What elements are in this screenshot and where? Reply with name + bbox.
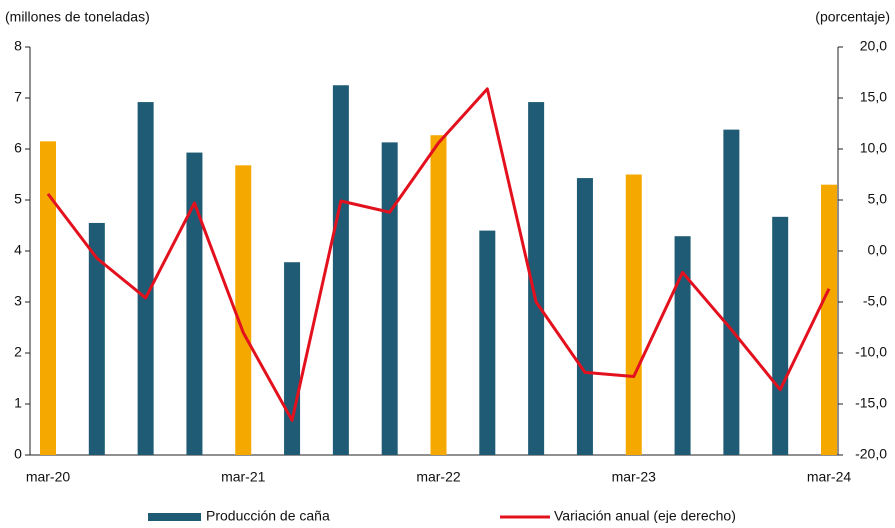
y-tick-label: 0 — [14, 446, 22, 462]
bar — [430, 135, 447, 456]
x-tick-label: mar-22 — [416, 469, 461, 485]
bar — [186, 152, 203, 455]
y2-tick-label: -5,0 — [863, 293, 887, 309]
x-tick-label: mar-23 — [612, 469, 657, 485]
y-tick-label: 1 — [14, 395, 22, 411]
bar — [821, 184, 837, 455]
bar — [674, 236, 691, 455]
x-tick-label: mar-24 — [807, 469, 852, 485]
y2-tick-label: 15,0 — [860, 89, 887, 105]
y-axis-title: (millones de toneladas) — [5, 9, 150, 25]
legend-label: Variación anual (eje derecho) — [554, 508, 736, 523]
y2-tick-label: 10,0 — [860, 140, 887, 156]
y2-tick-label: 5,0 — [868, 191, 888, 207]
legend-swatch — [148, 513, 201, 521]
bar — [284, 262, 301, 455]
bar — [381, 142, 398, 455]
bar — [625, 174, 642, 455]
bar — [576, 178, 593, 455]
y-tick-label: 6 — [14, 140, 22, 156]
bar — [772, 216, 789, 455]
y-tick-label: 8 — [14, 38, 22, 54]
bar — [479, 230, 496, 455]
bar — [332, 85, 349, 455]
bar — [528, 102, 545, 455]
legend-label: Producción de caña — [206, 508, 330, 523]
y2-tick-label: 20,0 — [860, 38, 887, 54]
bar — [88, 222, 105, 455]
y2-tick-label: -20,0 — [855, 446, 887, 462]
x-tick-label: mar-21 — [221, 469, 266, 485]
y-tick-label: 5 — [14, 191, 22, 207]
x-tick-label: mar-20 — [26, 469, 71, 485]
y2-tick-label: -10,0 — [855, 344, 887, 360]
y-tick-label: 7 — [14, 89, 22, 105]
bar — [235, 165, 252, 455]
y-tick-label: 4 — [14, 242, 22, 258]
bar — [723, 129, 740, 455]
line — [46, 87, 831, 422]
y2-tick-label: -15,0 — [855, 395, 887, 411]
y2-tick-label: 0,0 — [868, 242, 888, 258]
bar — [40, 141, 56, 455]
bar — [137, 102, 154, 455]
y2-axis-title: (porcentaje) — [815, 9, 890, 25]
y-tick-label: 3 — [14, 293, 22, 309]
y-tick-label: 2 — [14, 344, 22, 360]
